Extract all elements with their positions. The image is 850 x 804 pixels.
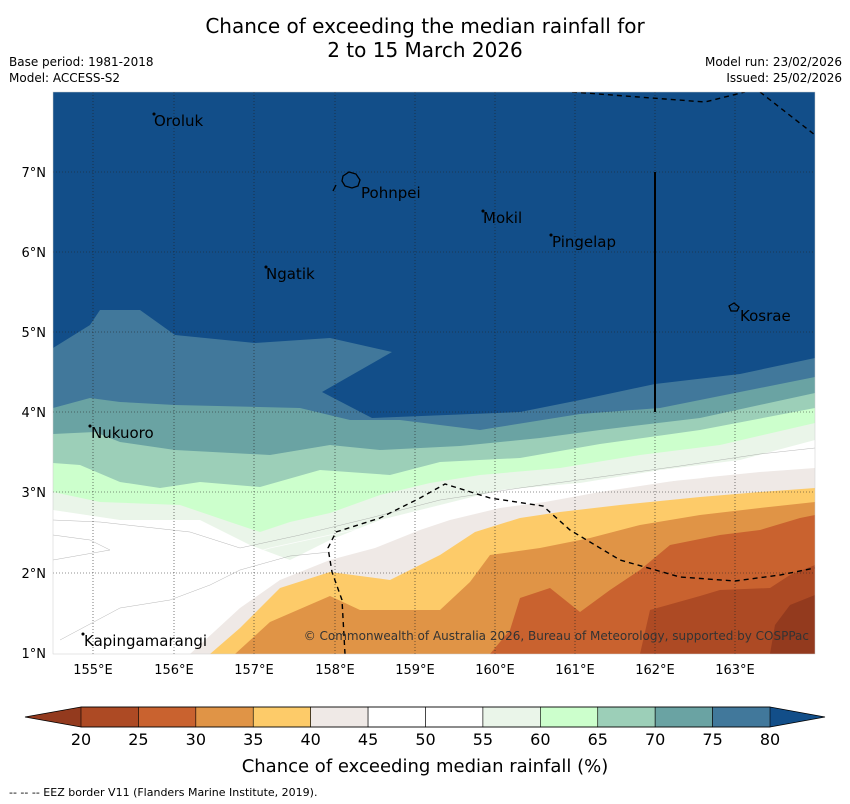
colorbar-segment-45-50 [367, 706, 426, 728]
colorbar-tick-40: 40 [300, 730, 320, 749]
lon-tick-163e: 163°E [715, 663, 755, 678]
pohnpei-outline [341, 171, 361, 189]
colorbar-segment-40-45 [310, 706, 369, 728]
lon-tick-158e: 158°E [315, 663, 355, 678]
lat-tick-3n: 3°N [22, 486, 47, 501]
colorbar-segment-35-40 [252, 706, 311, 728]
lon-tick-156e: 156°E [154, 663, 194, 678]
base-period: Base period: 1981-2018 [9, 55, 154, 69]
colorbar-tick-45: 45 [358, 730, 378, 749]
colorbar-under-arrow [25, 707, 81, 727]
eez-footer-note: -- -- -- EEZ border V11 (Flanders Marine… [9, 786, 318, 799]
place-mokil: Mokil [483, 209, 522, 227]
ngatik-dot [264, 265, 268, 269]
meta-left: Base period: 1981-2018 Model: ACCESS-S2 [9, 54, 154, 86]
colorbar-tick-60: 60 [530, 730, 550, 749]
copyright-notice: © Commonwealth of Australia 2026, Bureau… [304, 629, 809, 643]
lon-tick-159e: 159°E [395, 663, 435, 678]
place-nukuoro: Nukuoro [91, 424, 154, 442]
model-run: Model run: 23/02/2026 [704, 55, 842, 69]
colorbar-ticks: 20 25 30 35 40 45 50 55 60 65 70 75 80 [71, 730, 780, 749]
issued-date: Issued: 25/02/2026 [726, 71, 842, 85]
colorbar: 20 25 30 35 40 45 50 55 60 65 70 75 80 Chance of exc… [24, 706, 826, 777]
map-plot-area: Oroluk Pohnpei Mokil Pingelap Ngatik Kos… [53, 92, 815, 654]
colorbar-segment-60-65 [540, 706, 599, 728]
nukuoro-dot [88, 424, 92, 428]
contour-lines [53, 459, 815, 641]
place-kapingamarangi: Kapingamarangi [84, 632, 207, 650]
lon-tick-161e: 161°E [555, 663, 595, 678]
lon-tick-155e: 155°E [73, 663, 113, 678]
colorbar-tick-55: 55 [473, 730, 493, 749]
lat-tick-6n: 6°N [22, 246, 47, 261]
lon-tick-157e: 157°E [234, 663, 274, 678]
colorbar-segment-50-55 [425, 706, 484, 728]
colorbar-tick-80: 80 [760, 730, 780, 749]
lat-tick-2n: 2°N [22, 567, 47, 582]
colorbar-segment-65-70 [597, 706, 656, 728]
lat-tick-4n: 4°N [22, 406, 47, 421]
place-ngatik: Ngatik [266, 265, 315, 283]
map-title: Chance of exceeding the median rainfall … [0, 14, 850, 62]
title-line-2: 2 to 15 March 2026 [327, 38, 523, 62]
place-kosrae: Kosrae [740, 307, 791, 325]
island-outlines [81, 112, 740, 636]
band-below-20 [770, 595, 815, 654]
colorbar-over-arrow [770, 707, 825, 727]
place-pohnpei: Pohnpei [361, 184, 421, 202]
lon-tick-160e: 160°E [475, 663, 515, 678]
place-pingelap: Pingelap [552, 233, 616, 251]
colorbar-outline [24, 706, 826, 728]
mokil-dot [481, 209, 485, 213]
lat-ticks: 7°N 6°N 5°N 4°N 3°N 2°N 1°N [22, 166, 47, 662]
lon-ticks: 155°E 156°E 157°E 158°E 159°E 160°E 161°… [73, 663, 755, 678]
colorbar-segment-20-25 [80, 706, 139, 728]
colorbar-segment-30-35 [195, 706, 254, 728]
eez-borders [327, 92, 815, 654]
lon-tick-162e: 162°E [635, 663, 675, 678]
colorbar-tick-75: 75 [702, 730, 722, 749]
colorbar-segments [80, 706, 771, 728]
kosrae-outline [728, 302, 740, 312]
model-name: Model: ACCESS-S2 [9, 71, 121, 85]
ant-atoll-outline [332, 184, 337, 192]
place-oroluk: Oroluk [154, 112, 203, 130]
colorbar-tick-65: 65 [588, 730, 608, 749]
colorbar-label: Chance of exceeding median rainfall (%) [242, 756, 609, 777]
map-frame [52, 91, 816, 655]
colorbar-segment-70-75 [654, 706, 713, 728]
lat-tick-5n: 5°N [22, 326, 47, 341]
lat-tick-1n: 1°N [22, 647, 47, 662]
band-20-25 [640, 565, 815, 654]
pingelap-dot [549, 233, 553, 237]
colorbar-tick-35: 35 [243, 730, 263, 749]
meta-right: Model run: 23/02/2026 Issued: 25/02/2026 [705, 54, 842, 86]
colorbar-tick-20: 20 [71, 730, 91, 749]
colorbar-tick-30: 30 [186, 730, 206, 749]
light-contours [53, 447, 815, 641]
colorbar-tick-70: 70 [645, 730, 665, 749]
colorbar-tick-50: 50 [415, 730, 435, 749]
lat-tick-7n: 7°N [22, 166, 47, 181]
title-line-1: Chance of exceeding the median rainfall … [205, 14, 645, 38]
oroluk-dot [152, 112, 156, 116]
colorbar-segment-25-30 [138, 706, 197, 728]
kapingamarangi-dot [81, 632, 85, 636]
colorbar-segment-55-60 [482, 706, 541, 728]
colorbar-segment-75-80 [712, 706, 771, 728]
colorbar-tick-25: 25 [128, 730, 148, 749]
